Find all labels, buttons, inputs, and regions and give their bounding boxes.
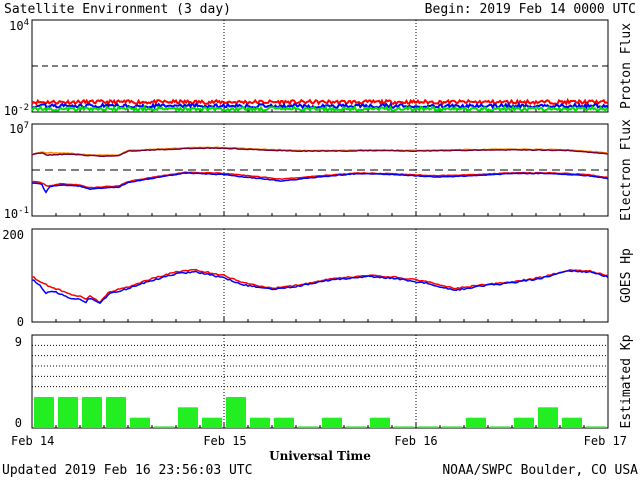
electron-ytick-top: 107 xyxy=(9,121,29,136)
electron-panel: 107 10-1 Electron Flux xyxy=(4,119,634,221)
x-tick-labels: Feb 14 Feb 15 Feb 16 Feb 17 xyxy=(11,434,627,448)
kp-bar xyxy=(586,426,606,428)
kp-ylabel: Estimated Kp xyxy=(619,334,634,428)
kp-bar xyxy=(34,397,54,428)
kp-bar xyxy=(442,426,462,428)
x-tick-label-feb16: Feb 16 xyxy=(394,434,437,448)
kp-bar xyxy=(514,417,534,428)
kp-bar xyxy=(298,426,318,428)
panels: 104 10-2 Proton Flux 107 10-1 Electron Flux 20… xyxy=(2,18,634,430)
proton-ytick-top: 104 xyxy=(9,18,29,33)
kp-bar xyxy=(418,426,438,428)
proton-ytick-bottom: 10-2 xyxy=(4,103,29,118)
proton-panel: 104 10-2 Proton Flux xyxy=(4,18,634,118)
kp-bar xyxy=(274,417,294,428)
x-tick-label-feb17: Feb 17 xyxy=(584,434,627,448)
kp-bar xyxy=(538,407,558,428)
kp-bar xyxy=(130,417,150,428)
kp-bar xyxy=(466,417,486,428)
proton-series-2 xyxy=(31,104,609,113)
kp-bar xyxy=(370,417,390,428)
kp-bar xyxy=(250,417,270,428)
kp-ytick-top: 9 xyxy=(15,335,22,349)
proton-series-1 xyxy=(31,101,609,111)
kp-bar xyxy=(346,426,366,428)
credit: NOAA/SWPC Boulder, CO USA xyxy=(442,463,638,478)
kp-bar xyxy=(202,417,222,428)
kp-ytick-bottom: 0 xyxy=(15,416,22,430)
kp-bar xyxy=(106,397,126,428)
kp-bar xyxy=(154,426,174,428)
kp-bar xyxy=(490,426,510,428)
electron-ylabel: Electron Flux xyxy=(619,119,634,221)
kp-bar xyxy=(178,407,198,428)
kp-bar xyxy=(322,417,342,428)
updated-timestamp: Updated 2019 Feb 16 23:56:03 UTC xyxy=(2,463,252,478)
hp-ylabel: GOES Hp xyxy=(619,248,634,303)
x-axis-title: Universal Time xyxy=(269,449,371,463)
electron-series-1 xyxy=(31,147,609,158)
kp-bar xyxy=(226,397,246,428)
hp-series-1 xyxy=(31,269,609,305)
electron-ytick-bottom: 10-1 xyxy=(4,206,29,221)
plot-title: Satellite Environment (3 day) xyxy=(4,2,231,17)
hp-ytick-top: 200 xyxy=(2,228,24,242)
begin-time: Begin: 2019 Feb 14 0000 UTC xyxy=(425,2,636,17)
kp-bar xyxy=(394,426,414,428)
kp-bar xyxy=(82,397,102,428)
proton-series-0 xyxy=(31,97,609,107)
proton-ylabel: Proton Flux xyxy=(619,23,634,109)
kp-bar xyxy=(562,417,582,428)
kp-panel: 9 0 Estimated Kp xyxy=(15,334,634,430)
electron-series-3 xyxy=(31,172,609,194)
x-tick-label-feb15: Feb 15 xyxy=(203,434,246,448)
kp-bar xyxy=(58,397,78,428)
hp-ytick-bottom: 0 xyxy=(17,315,24,329)
hp-panel: 200 0 GOES Hp xyxy=(2,228,634,329)
x-tick-label-feb14: Feb 14 xyxy=(11,434,54,448)
